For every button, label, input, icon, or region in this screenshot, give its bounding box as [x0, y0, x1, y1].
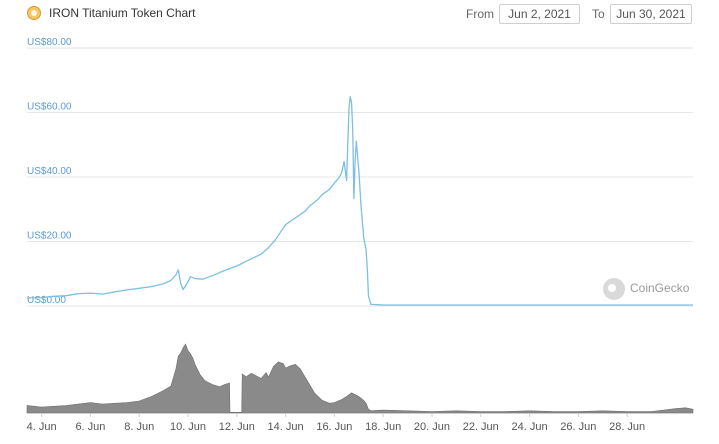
x-tick-label: 26. Jun	[560, 421, 596, 433]
x-tick-label: 18. Jun	[365, 421, 401, 433]
x-tick-label: 14. Jun	[268, 421, 304, 433]
x-tick-label: 16. Jun	[316, 421, 352, 433]
price-tick-label: US$80.00	[27, 37, 72, 48]
price-tick-label: US$60.00	[27, 102, 72, 113]
price-tick-label: US$40.00	[27, 166, 72, 177]
x-tick-label: 24. Jun	[512, 421, 548, 433]
x-tick-label: 6. Jun	[75, 421, 105, 433]
x-tick-label: 10. Jun	[170, 421, 206, 433]
watermark-text: CoinGecko	[630, 281, 690, 295]
to-label: To	[592, 7, 605, 21]
x-tick-label: 12. Jun	[219, 421, 255, 433]
to-date-input[interactable]: Jun 30, 2021	[610, 4, 692, 24]
x-tick-label: 20. Jun	[414, 421, 450, 433]
price-tick-label: US$20.00	[27, 231, 72, 242]
price-tick-label: US$0.00	[27, 295, 66, 306]
coingecko-logo-icon	[603, 278, 625, 300]
from-date-input[interactable]: Jun 2, 2021	[499, 4, 580, 24]
token-logo-icon	[27, 6, 41, 20]
price-series-line	[26, 96, 693, 306]
x-tick-label: 4. Jun	[27, 421, 57, 433]
x-tick-label: 8. Jun	[124, 421, 154, 433]
x-tick-label: 22. Jun	[463, 421, 499, 433]
from-label: From	[466, 7, 494, 21]
chart-header: IRON Titanium Token Chart From Jun 2, 20…	[0, 0, 719, 30]
volume-series-area	[26, 343, 694, 414]
chart-title: IRON Titanium Token Chart	[49, 6, 196, 20]
x-tick-label: 28. Jun	[609, 421, 645, 433]
